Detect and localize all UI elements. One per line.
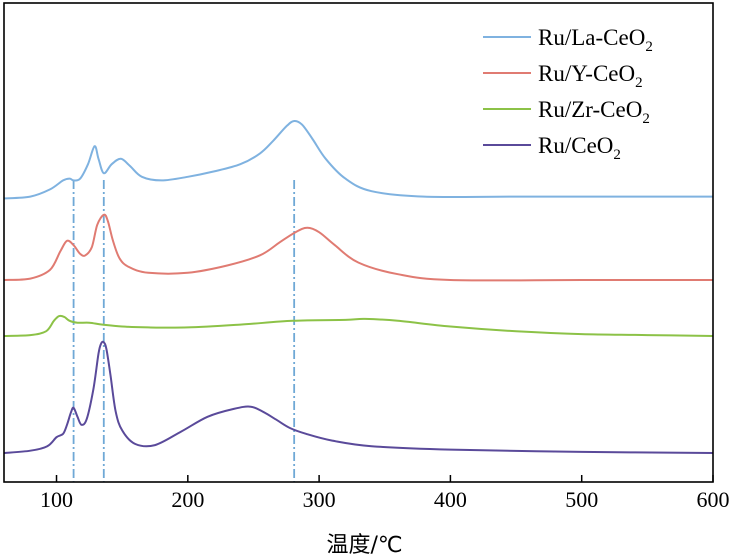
x-tick-label: 400 (434, 487, 467, 512)
legend: Ru/La-CeO2 Ru/Y-CeO2 Ru/Zr-CeO2 Ru/CeO2 (483, 25, 653, 163)
legend-label: Ru/La-CeO2 (538, 25, 653, 55)
series-line-1 (3, 119, 713, 200)
x-tick-label: 500 (565, 487, 598, 512)
series-lines (3, 119, 714, 454)
series-line-3 (3, 314, 714, 337)
x-tick-label: 300 (303, 487, 336, 512)
series-line-2 (3, 213, 713, 282)
plot-frame (3, 2, 714, 483)
x-tick-label: 100 (40, 487, 73, 512)
x-tick-label: 200 (171, 487, 204, 512)
x-axis-label: 温度/℃ (326, 533, 402, 558)
reference-lines (72, 180, 296, 482)
legend-label: Ru/Y-CeO2 (538, 61, 643, 91)
x-tick-label: 600 (697, 487, 730, 512)
x-axis-ticks: 100 200 300 400 500 600 (40, 475, 730, 512)
series-line-4 (3, 340, 714, 454)
legend-label: Ru/Zr-CeO2 (538, 97, 650, 127)
legend-label: Ru/CeO2 (538, 133, 621, 163)
